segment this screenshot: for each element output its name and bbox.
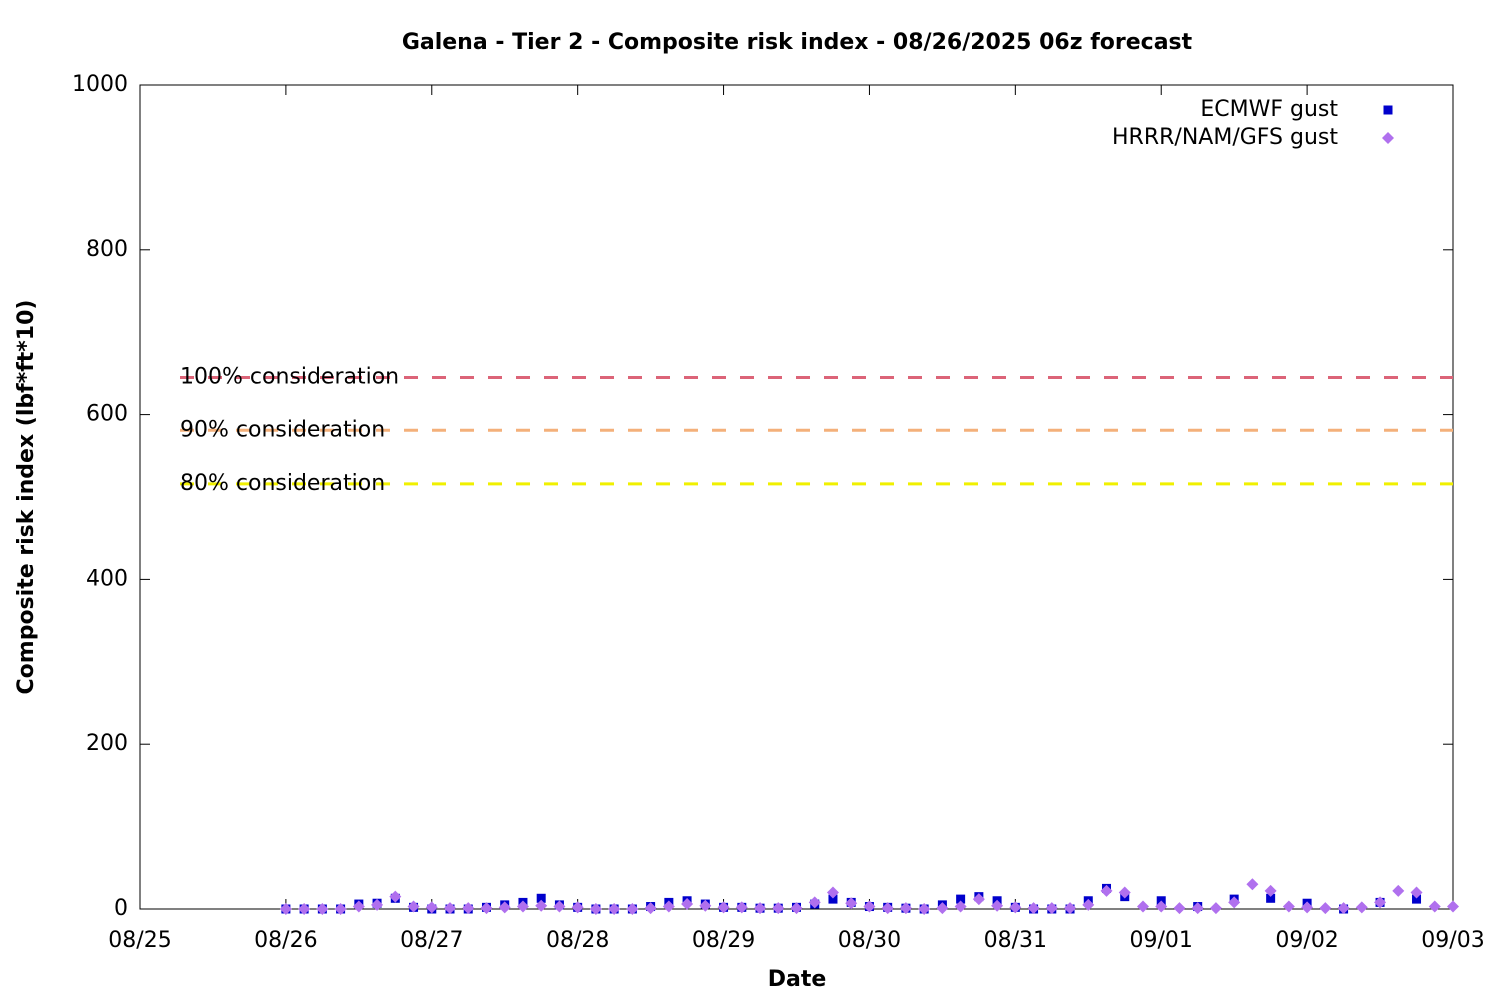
- hrrr-point: [863, 900, 876, 913]
- threshold-label: 90% consideration: [180, 417, 385, 442]
- x-tick-label: 09/01: [1130, 928, 1193, 953]
- legend-marker: [1383, 105, 1393, 115]
- ecmwf-point: [1412, 894, 1422, 904]
- hrrr-point: [608, 903, 621, 915]
- hrrr-point: [1337, 902, 1350, 915]
- hrrr-point: [571, 901, 584, 914]
- hrrr-point: [498, 901, 511, 914]
- hrrr-point: [1136, 900, 1149, 913]
- x-tick-label: 08/29: [692, 928, 755, 953]
- hrrr-point: [480, 902, 493, 915]
- legend-label: ECMWF gust: [1200, 97, 1338, 122]
- hrrr-point: [845, 897, 858, 910]
- hrrr-point: [1410, 886, 1423, 899]
- hrrr-point: [1155, 900, 1168, 913]
- hrrr-point: [899, 902, 912, 915]
- hrrr-point: [936, 902, 949, 915]
- y-tick-label: 400: [86, 566, 128, 591]
- hrrr-point: [1301, 901, 1314, 914]
- hrrr-point: [516, 900, 529, 913]
- hrrr-point: [334, 903, 347, 915]
- hrrr-point: [808, 896, 821, 909]
- hrrr-point: [425, 901, 438, 914]
- hrrr-point: [462, 902, 475, 915]
- threshold-label: 100% consideration: [180, 365, 399, 390]
- hrrr-point: [972, 893, 985, 906]
- y-tick-label: 200: [86, 731, 128, 756]
- x-tick-label: 08/28: [546, 928, 609, 953]
- x-tick-label: 08/27: [400, 928, 463, 953]
- hrrr-point: [407, 900, 420, 913]
- hrrr-point: [1100, 884, 1113, 897]
- hrrr-point: [298, 903, 311, 915]
- y-tick-label: 600: [86, 402, 128, 427]
- ecmwf-point: [828, 894, 838, 904]
- hrrr-point: [1246, 878, 1259, 891]
- hrrr-point: [1064, 902, 1077, 915]
- hrrr-point: [553, 900, 566, 913]
- x-tick-label: 08/30: [838, 928, 901, 953]
- ecmwf-point: [956, 894, 966, 904]
- hrrr-point: [316, 903, 329, 915]
- hrrr-point: [1447, 900, 1459, 913]
- y-tick-label: 800: [86, 237, 128, 262]
- ecmwf-point: [536, 893, 546, 903]
- hrrr-point: [389, 890, 402, 903]
- hrrr-point: [1082, 898, 1095, 911]
- hrrr-point: [1209, 902, 1222, 915]
- hrrr-point: [1319, 902, 1332, 915]
- hrrr-point: [954, 900, 967, 913]
- hrrr-point: [1009, 901, 1022, 914]
- hrrr-point: [826, 886, 839, 899]
- hrrr-point: [1282, 900, 1295, 913]
- hrrr-point: [279, 903, 292, 915]
- hrrr-point: [444, 902, 457, 915]
- hrrr-point: [790, 902, 803, 915]
- hrrr-point: [644, 902, 657, 915]
- hrrr-point: [1118, 886, 1131, 899]
- legend-marker: [1382, 132, 1394, 144]
- hrrr-point: [626, 903, 639, 915]
- y-tick-label: 0: [114, 896, 128, 921]
- hrrr-point: [681, 898, 694, 911]
- hrrr-point: [662, 900, 675, 913]
- hrrr-point: [1173, 902, 1186, 915]
- y-axis-label: Composite risk index (lbf*ft*10): [14, 300, 39, 695]
- hrrr-point: [352, 900, 365, 913]
- chart-title: Galena - Tier 2 - Composite risk index -…: [402, 30, 1193, 55]
- hrrr-point: [1191, 902, 1204, 915]
- hrrr-point: [735, 901, 748, 914]
- hrrr-point: [772, 902, 785, 915]
- hrrr-point: [371, 898, 384, 911]
- hrrr-point: [1027, 902, 1040, 915]
- legend-label: HRRR/NAM/GFS gust: [1112, 125, 1338, 150]
- threshold-label: 80% consideration: [180, 471, 385, 496]
- x-tick-label: 08/25: [108, 928, 171, 953]
- x-axis-label: Date: [768, 967, 827, 992]
- hrrr-point: [1428, 900, 1441, 913]
- hrrr-point: [1228, 896, 1241, 909]
- hrrr-point: [754, 902, 767, 915]
- x-tick-label: 09/02: [1275, 928, 1338, 953]
- hrrr-point: [881, 902, 894, 915]
- hrrr-point: [918, 903, 931, 915]
- x-tick-label: 08/31: [984, 928, 1047, 953]
- hrrr-point: [717, 901, 730, 914]
- hrrr-point: [1355, 901, 1368, 914]
- hrrr-point: [1264, 884, 1277, 897]
- ecmwf-point: [1266, 893, 1276, 903]
- hrrr-point: [589, 903, 602, 915]
- hrrr-point: [1374, 896, 1387, 909]
- hrrr-point: [1045, 902, 1058, 915]
- hrrr-point: [535, 899, 548, 912]
- hrrr-point: [1392, 884, 1405, 897]
- x-tick-label: 08/26: [254, 928, 317, 953]
- x-tick-label: 09/03: [1421, 928, 1484, 953]
- y-tick-label: 1000: [72, 72, 128, 97]
- hrrr-point: [991, 899, 1004, 912]
- hrrr-point: [699, 899, 712, 912]
